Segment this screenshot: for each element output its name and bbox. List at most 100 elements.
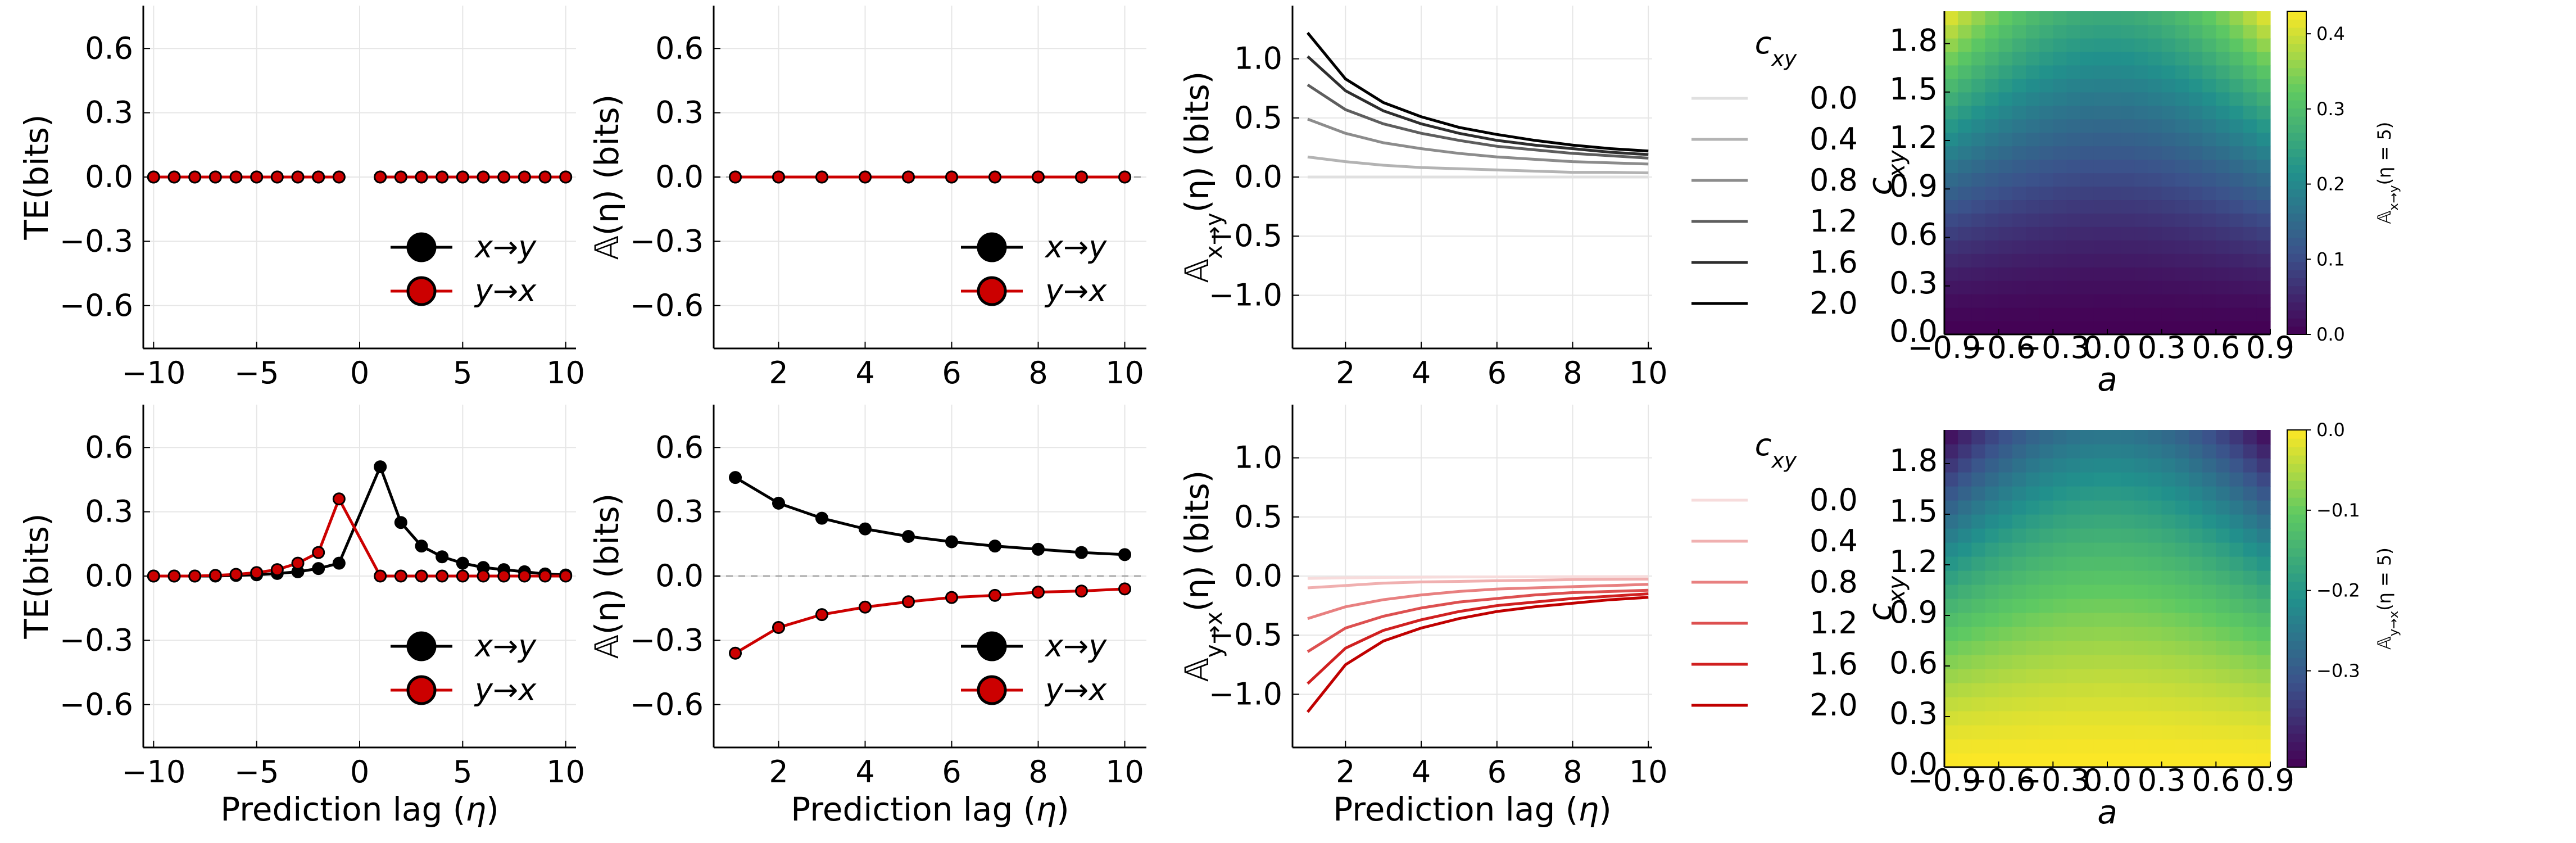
- data-point: [988, 540, 1001, 553]
- heatmap-cell: [2066, 542, 2081, 557]
- heatmap-cell: [1944, 683, 1958, 697]
- heatmap-cell: [1944, 641, 1958, 655]
- heatmap-cell: [2134, 584, 2149, 599]
- legend-label: y→x: [1044, 273, 1107, 309]
- heatmap-cell: [2161, 570, 2176, 585]
- heatmap-cell: [2093, 146, 2108, 160]
- heatmap-cell: [2189, 514, 2203, 529]
- heatmap-cell: [1985, 105, 1999, 120]
- data-point: [1075, 170, 1088, 184]
- heatmap-cell: [2243, 280, 2257, 294]
- heatmap-cell: [2256, 186, 2271, 201]
- heatmap-cell: [2107, 226, 2121, 241]
- heatmap-cell: [2012, 570, 2026, 585]
- heatmap-cell: [2243, 119, 2257, 133]
- heatmap-cell: [2121, 613, 2135, 627]
- heatmap-cell: [1958, 641, 1972, 655]
- heatmap-cell: [1998, 500, 2013, 515]
- heatmap-cell: [1985, 92, 1999, 106]
- y-tick-label: 1.8: [1889, 23, 1938, 58]
- colorbar-label-main: 𝔸: [2374, 210, 2395, 224]
- heatmap-cell: [2202, 267, 2216, 281]
- heatmap-cell: [1985, 173, 1999, 187]
- heatmap-cell: [2229, 24, 2244, 39]
- data-point: [945, 535, 958, 549]
- heatmap-cell: [1985, 132, 1999, 147]
- heatmap-cell: [2121, 430, 2135, 445]
- heatmap-cell: [1958, 38, 1972, 52]
- heatmap-cell: [2066, 500, 2081, 515]
- heatmap-cell: [2216, 528, 2230, 543]
- legend: x→yy→x: [391, 628, 537, 708]
- heatmap-cell: [2134, 458, 2149, 473]
- heatmap-cell: [2121, 753, 2135, 768]
- heatmap-cell: [2148, 65, 2162, 79]
- heatmap-cell: [1971, 92, 1986, 106]
- heatmap-cell: [2216, 683, 2230, 697]
- heatmap-cell: [2012, 500, 2026, 515]
- heatmap-cell: [2175, 92, 2189, 106]
- series-line: [1306, 596, 1649, 713]
- heatmap-cell: [1958, 500, 1972, 515]
- colorbar-segment: [2287, 750, 2306, 759]
- heatmap-cell: [2026, 613, 2040, 627]
- heatmap-cell: [2161, 739, 2176, 754]
- heatmap-cell: [2216, 556, 2230, 571]
- heatmap-cell: [2243, 655, 2257, 669]
- heatmap-cell: [2243, 132, 2257, 147]
- heatmap-cell: [2256, 472, 2271, 487]
- heatmap-cell: [2121, 78, 2135, 93]
- heatmap-cell: [2202, 38, 2216, 52]
- heatmap-cell: [2189, 105, 2203, 120]
- heatmap-cell: [1998, 514, 2013, 529]
- heatmap-cell: [1944, 280, 1958, 294]
- heatmap-cell: [2148, 472, 2162, 487]
- heatmap-cell: [2053, 458, 2067, 473]
- heatmap-cell: [2148, 514, 2162, 529]
- heatmap-cell: [1998, 528, 2013, 543]
- heatmap-cell: [1958, 200, 1972, 214]
- heatmap-cell: [2053, 599, 2067, 613]
- data-point: [374, 569, 387, 583]
- heatmap-cell: [2134, 24, 2149, 39]
- heatmap-cell: [2080, 472, 2094, 487]
- heatmap-cell: [2189, 132, 2203, 147]
- x-tick-label: 8: [1563, 355, 1582, 391]
- heatmap-cell: [2107, 627, 2121, 641]
- heatmap-cell: [2202, 294, 2216, 308]
- heatmap-cell: [2189, 444, 2203, 459]
- heatmap-cell: [1971, 307, 1986, 321]
- x-tick-label: 2: [769, 754, 788, 790]
- y-tick-label: 1.8: [1889, 443, 1938, 478]
- heatmap-cell: [1944, 458, 1958, 473]
- colorbar-segment: [2287, 156, 2306, 165]
- heatmap-cell: [1998, 186, 2013, 201]
- heatmap-cell: [1985, 146, 1999, 160]
- x-tick-label: −5: [234, 355, 279, 391]
- heatmap-cell: [2161, 92, 2176, 106]
- heatmap-cell: [2107, 753, 2121, 768]
- y-axis-label-sub: xy: [1883, 575, 1910, 604]
- data-point: [188, 170, 202, 184]
- heatmap-cell: [2175, 146, 2189, 160]
- legend-swatch-marker: [406, 276, 437, 306]
- heatmap-cell: [1985, 570, 1999, 585]
- heatmap-cell: [2216, 697, 2230, 711]
- heatmap-cell: [2243, 38, 2257, 52]
- data-point: [815, 608, 828, 622]
- heatmap-cell: [2202, 240, 2216, 254]
- heatmap-cell: [2161, 430, 2176, 445]
- heatmap-cell: [2039, 528, 2053, 543]
- data-point: [456, 170, 469, 184]
- data-point: [859, 170, 872, 184]
- heatmap-cell: [2039, 430, 2053, 445]
- heatmap-cell: [2148, 500, 2162, 515]
- series-2.0: [1306, 596, 1649, 713]
- y-axis-label-rest: (η) (bits): [1178, 71, 1216, 213]
- heatmap-cell: [2121, 739, 2135, 754]
- y-axis-label: cxy: [1861, 150, 1910, 196]
- heatmap-cell: [2053, 267, 2067, 281]
- heatmap-cell: [2093, 683, 2108, 697]
- data-point: [477, 170, 490, 184]
- heatmap-cell: [1985, 321, 1999, 335]
